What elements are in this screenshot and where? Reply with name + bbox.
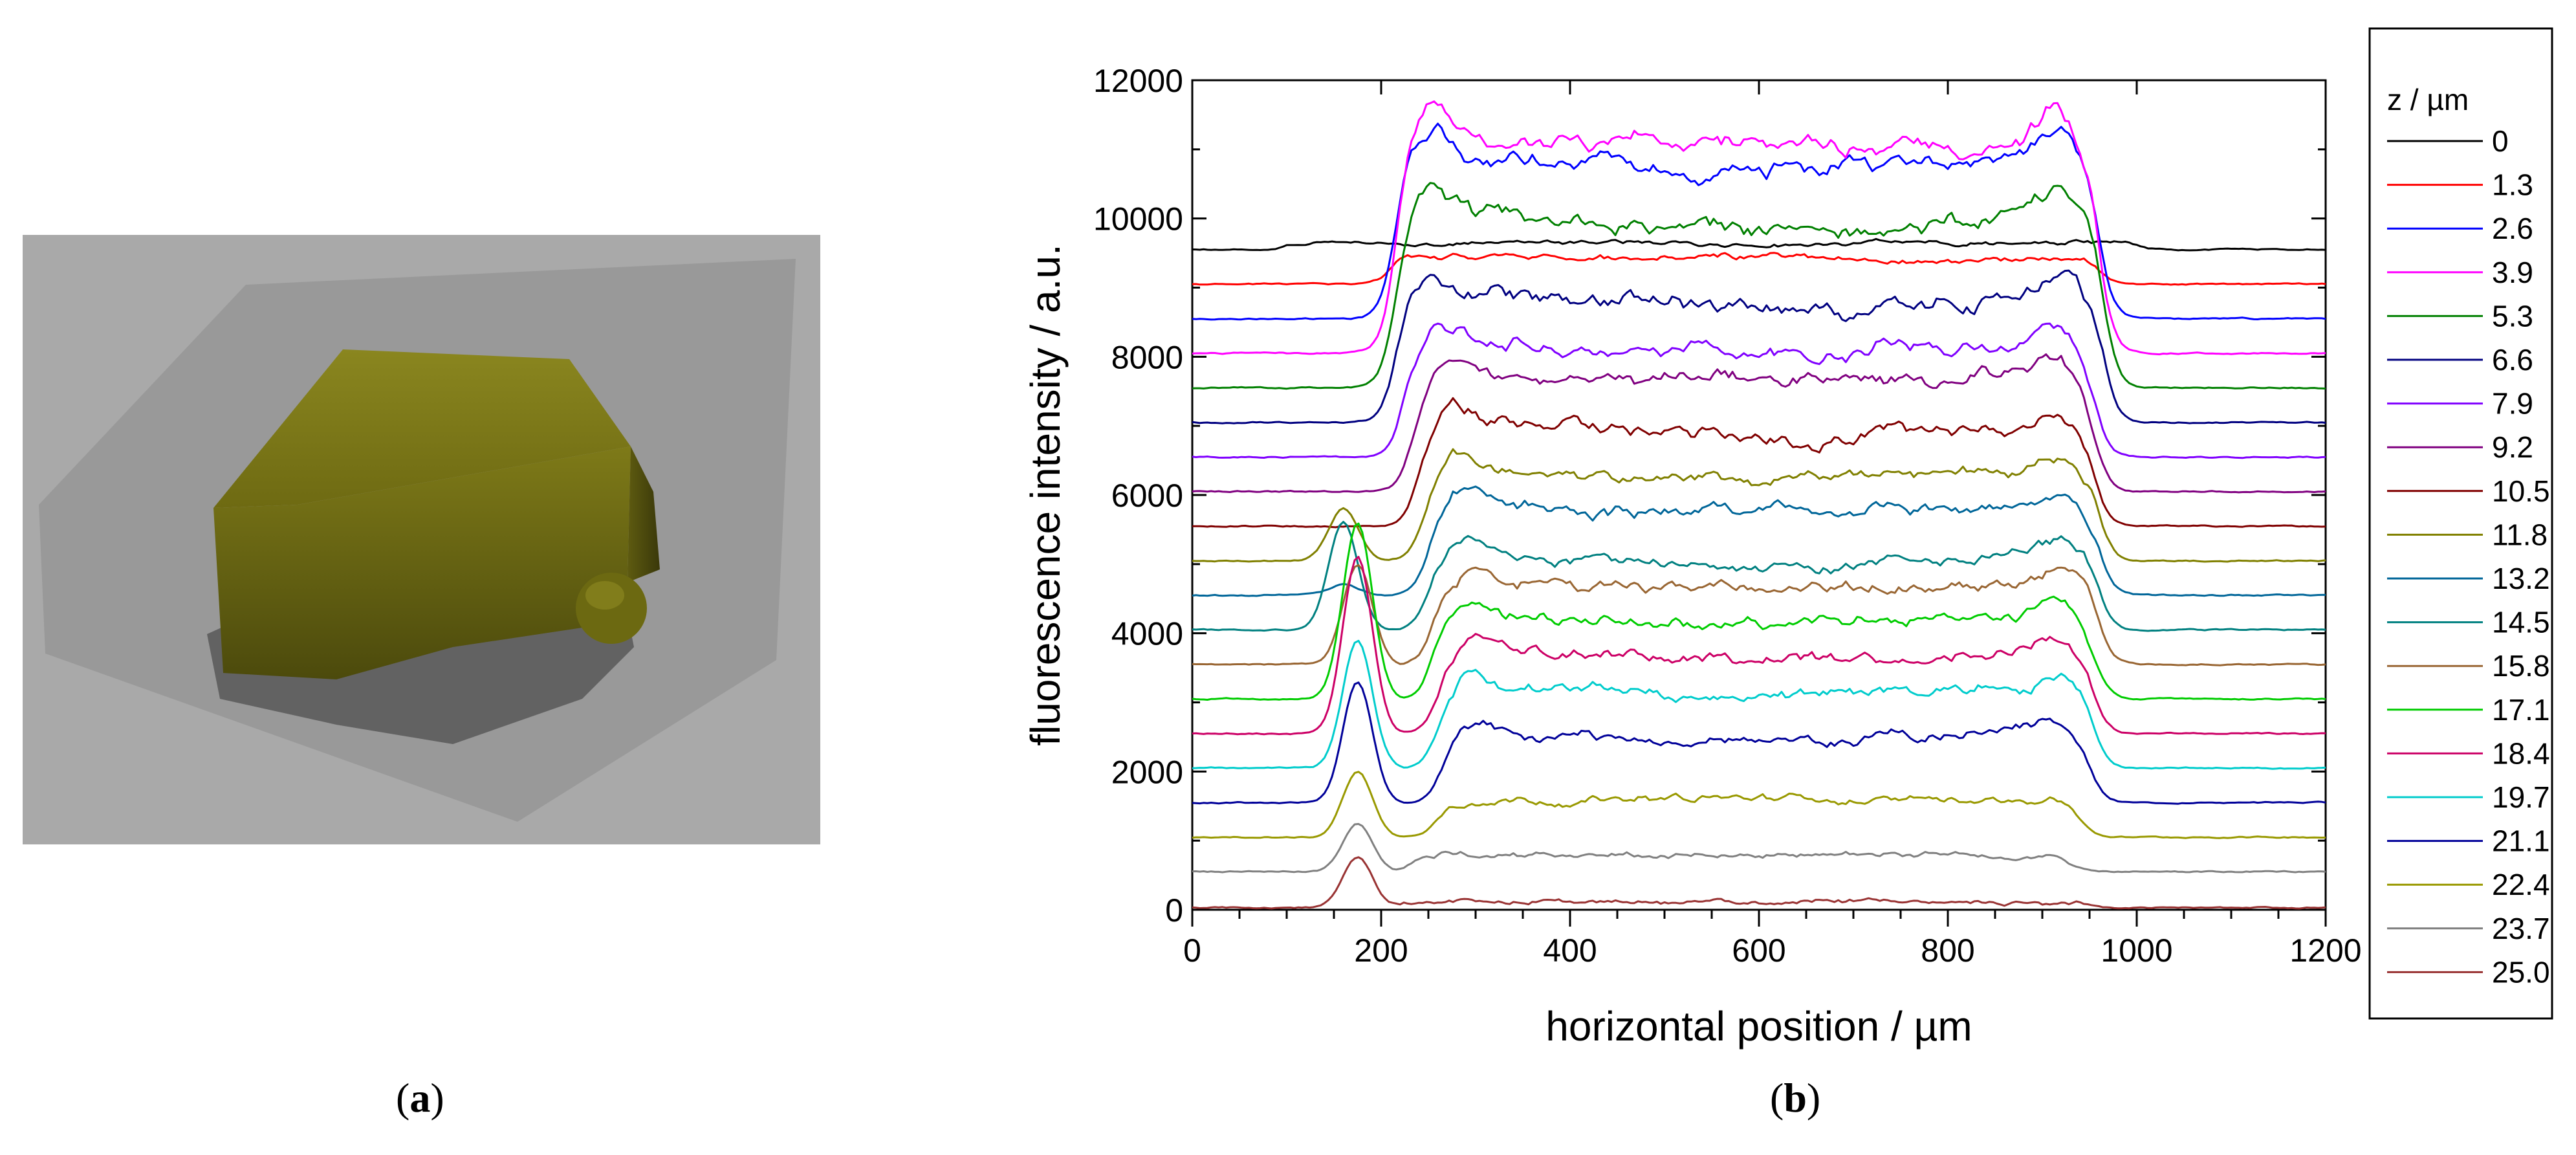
legend-label: 1.3 <box>2492 168 2533 202</box>
series-line-7-9 <box>1192 322 2326 459</box>
series-line-19-7 <box>1192 639 2326 770</box>
x-tick-label: 800 <box>1921 932 1974 969</box>
legend: z / µm 0 1.3 2.6 3.9 5.3 6.6 7.9 9.2 10.5 11.8 13.… <box>2368 27 2553 1020</box>
series-line-18-4 <box>1192 556 2326 736</box>
crystal-top-face <box>213 349 631 508</box>
legend-label: 14.5 <box>2492 606 2550 639</box>
series-line-9-2 <box>1192 353 2326 494</box>
y-tick-label: 0 <box>1165 892 1183 929</box>
panel-label-b: (b) <box>1770 1075 1821 1121</box>
x-tick-label: 1000 <box>2101 932 2172 969</box>
crystal-nodule-highlight <box>585 581 624 610</box>
legend-label: 7.9 <box>2492 387 2533 421</box>
series-line-0 <box>1192 237 2326 252</box>
series-line-23-7 <box>1192 822 2326 874</box>
legend-title: z / µm <box>2387 83 2469 116</box>
legend-label: 17.1 <box>2492 693 2550 727</box>
legend-label: 11.8 <box>2492 518 2548 551</box>
series-line-11-8 <box>1192 448 2326 563</box>
legend-label: 10.5 <box>2492 474 2550 508</box>
x-tick-label: 200 <box>1354 932 1408 969</box>
series-line-17-1 <box>1192 522 2326 701</box>
legend-label: 6.6 <box>2492 343 2533 377</box>
series-line-15-8 <box>1192 564 2326 666</box>
series-line-22-4 <box>1192 771 2326 839</box>
legend-label: 2.6 <box>2492 212 2533 245</box>
legend-label: 13.2 <box>2492 562 2550 595</box>
series-line-1-3 <box>1192 252 2326 286</box>
y-axis-ticks: 0 2000 4000 6000 8000 10000 12000 <box>1093 63 2326 929</box>
legend-label: 19.7 <box>2492 780 2550 814</box>
x-tick-label: 600 <box>1732 932 1785 969</box>
legend-label: 3.9 <box>2492 256 2533 289</box>
legend-label: 0 <box>2492 124 2509 158</box>
legend-label: 25.0 <box>2492 955 2550 989</box>
legend-label: 5.3 <box>2492 299 2533 333</box>
legend-label: 23.7 <box>2492 912 2550 945</box>
crystal-image <box>23 235 820 844</box>
series-line-14-5 <box>1192 521 2326 632</box>
x-tick-label: 400 <box>1543 932 1597 969</box>
y-tick-label: 8000 <box>1111 339 1183 375</box>
x-tick-label: 0 <box>1183 932 1201 969</box>
crystal-front-face <box>213 446 631 679</box>
series-lines <box>1192 100 2326 910</box>
crystal-side-face <box>628 446 660 582</box>
legend-label: 18.4 <box>2492 736 2550 770</box>
series-line-3-9 <box>1192 100 2326 356</box>
x-tick-label: 1200 <box>2289 932 2361 969</box>
series-line-5-3 <box>1192 182 2326 390</box>
series-line-10-5 <box>1192 397 2326 529</box>
y-tick-label: 2000 <box>1111 754 1183 790</box>
y-tick-label: 12000 <box>1093 63 1183 99</box>
legend-label: 21.1 <box>2492 824 2550 858</box>
x-axis-label: horizontal position / µm <box>1545 1003 1972 1050</box>
legend-label: 15.8 <box>2492 649 2550 683</box>
y-tick-label: 10000 <box>1093 201 1183 237</box>
series-line-2-6 <box>1192 122 2326 321</box>
plot-frame <box>1191 79 2327 911</box>
legend-box <box>2368 27 2553 1020</box>
legend-items: 0 1.3 2.6 3.9 5.3 6.6 7.9 9.2 10.5 11.8 13.2 14.5 15… <box>2387 124 2550 989</box>
legend-label: 22.4 <box>2492 868 2550 901</box>
panel-label-a: (a) <box>396 1075 444 1121</box>
y-axis-label: fluorescence intensity / a.u. <box>1022 244 1069 746</box>
x-axis-ticks: 0 200 400 600 800 1000 1200 <box>1183 80 2362 969</box>
y-tick-label: 6000 <box>1111 478 1183 514</box>
series-line-25-0 <box>1192 856 2326 910</box>
legend-label: 9.2 <box>2492 430 2533 464</box>
series-line-6-6 <box>1192 269 2326 424</box>
y-tick-label: 4000 <box>1111 616 1183 652</box>
series-line-13-2 <box>1192 485 2326 597</box>
series-line-21-1 <box>1192 681 2326 805</box>
